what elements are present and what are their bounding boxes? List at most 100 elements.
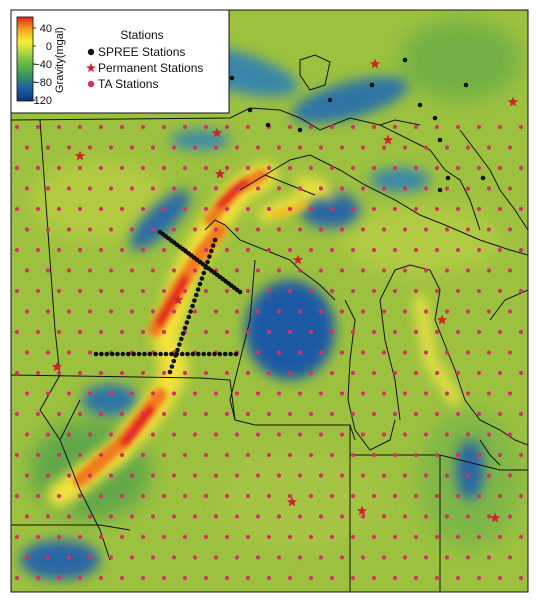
- ta-station: [486, 227, 492, 232]
- ta-station: [98, 411, 104, 417]
- ta-station: [360, 350, 366, 355]
- ta-station: [329, 452, 335, 458]
- ta-station: [455, 206, 461, 212]
- ta-station: [297, 268, 303, 273]
- ta-station: [413, 206, 419, 212]
- ta-station: [66, 514, 72, 519]
- ta-station: [108, 309, 114, 314]
- permanent-station: [211, 127, 223, 138]
- ta-station: [77, 411, 83, 417]
- ta-station: [507, 555, 513, 560]
- ta-station: [56, 493, 62, 499]
- ta-station: [108, 514, 114, 519]
- ta-station: [497, 452, 503, 458]
- ta-station: [287, 124, 293, 130]
- ta-station: [245, 370, 251, 376]
- ta-station: [518, 493, 524, 499]
- ta-station: [339, 309, 345, 314]
- ta-station: [329, 575, 335, 581]
- spree-station: [197, 281, 203, 287]
- spree-station: [180, 331, 186, 336]
- ta-station: [161, 165, 167, 171]
- ta-station: [119, 288, 125, 294]
- ta-station: [465, 473, 471, 478]
- ta-station: [213, 227, 219, 232]
- spree-station: [190, 351, 196, 357]
- ta-station: [297, 227, 303, 232]
- ta-stations: [14, 124, 524, 581]
- ta-station: [150, 555, 156, 560]
- ta-station: [266, 206, 272, 212]
- ta-station: [108, 268, 114, 273]
- ta-station: [392, 165, 398, 171]
- ta-station: [14, 206, 20, 212]
- ta-station: [392, 534, 398, 540]
- ta-station: [287, 288, 293, 294]
- ta-station: [150, 268, 156, 273]
- ta-station: [329, 493, 335, 499]
- ta-station: [77, 124, 83, 130]
- ta-station: [518, 206, 524, 212]
- ta-station: [66, 391, 72, 396]
- ta-station: [213, 473, 219, 478]
- ta-station: [255, 391, 261, 396]
- ta-station: [56, 165, 62, 171]
- ta-station: [444, 145, 450, 150]
- ta-station: [140, 370, 146, 376]
- ta-station: [297, 391, 303, 396]
- ta-station: [150, 391, 156, 396]
- ta-station: [507, 514, 513, 519]
- ta-station: [14, 411, 20, 417]
- ta-station: [192, 514, 198, 519]
- ta-station: [245, 288, 251, 294]
- spree-station: [167, 369, 173, 375]
- ta-station: [339, 473, 345, 478]
- ta-station: [234, 145, 240, 150]
- ta-station: [119, 493, 125, 499]
- ta-station: [381, 514, 387, 519]
- ta-station: [318, 309, 324, 314]
- ta-station: [213, 555, 219, 560]
- spree-station: [445, 175, 451, 181]
- colorbar-tick-label: −40: [33, 59, 52, 71]
- ta-station: [486, 350, 492, 355]
- ta-station: [287, 329, 293, 335]
- ta-station: [318, 186, 324, 191]
- ta-station: [245, 452, 251, 458]
- ta-station: [413, 411, 419, 417]
- ta-station: [371, 288, 377, 294]
- legend-spree-marker: [87, 48, 95, 56]
- permanent-station: [286, 496, 298, 507]
- ta-station: [266, 288, 272, 294]
- spree-station: [182, 325, 188, 331]
- spree-station: [247, 107, 253, 113]
- ta-station: [24, 227, 30, 232]
- spree-station: [109, 351, 115, 357]
- ta-station: [14, 165, 20, 171]
- ta-station: [14, 124, 20, 130]
- ta-station: [329, 329, 335, 335]
- legend-item-permanent: Permanent Stations: [86, 61, 203, 75]
- spree-station: [437, 187, 443, 193]
- ta-station: [245, 575, 251, 581]
- ta-station: [276, 227, 282, 232]
- map-frame: [10, 9, 529, 593]
- ta-station: [108, 432, 114, 437]
- spree-station: [297, 127, 303, 133]
- ta-station: [486, 514, 492, 519]
- ta-station: [45, 268, 51, 273]
- spree-station: [210, 243, 216, 248]
- ta-station: [507, 186, 513, 191]
- ta-station: [497, 247, 503, 253]
- ta-station: [276, 145, 282, 150]
- ta-station: [224, 411, 230, 417]
- ta-station: [234, 309, 240, 314]
- ta-station: [276, 391, 282, 396]
- spree-station: [190, 303, 195, 309]
- ta-station: [381, 350, 387, 355]
- ta-station: [476, 247, 482, 253]
- spree-station: [432, 115, 438, 121]
- spree-station: [169, 351, 174, 357]
- ta-station: [182, 411, 188, 417]
- ta-station: [276, 350, 282, 355]
